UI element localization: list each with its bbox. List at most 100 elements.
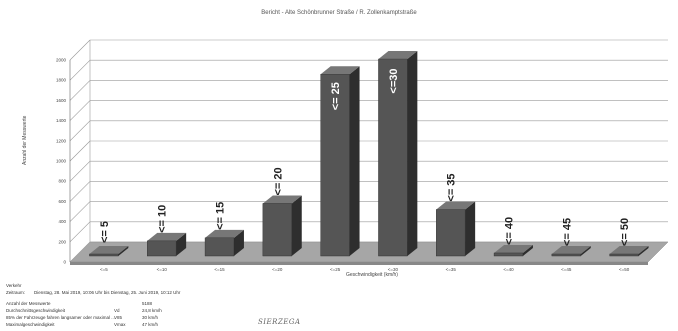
gridline-side [69, 120, 91, 142]
gridline-side [69, 201, 91, 222]
x-tick-label: <=20 [272, 267, 283, 272]
y-tick-label: 0 [63, 260, 66, 265]
y-tick-label: 1800 [56, 78, 67, 83]
x-tick-labels: <=5 <=10 <=15 <=20 <=25 <=30 <=35 <=40 <=45 <=50 [100, 267, 630, 272]
y-tick-label: 1200 [56, 138, 67, 143]
period-value: Dienstag, 28. Mai 2019, 10:06 Uhr bis Di… [34, 290, 181, 295]
x-tick-label: <=5 [100, 267, 108, 272]
info-header: Verkehr [6, 283, 22, 288]
x-tick-label: <=15 [214, 267, 225, 272]
gridline-side [69, 221, 91, 243]
bar [320, 66, 360, 257]
bar-top [609, 246, 649, 254]
bar-front [320, 73, 350, 257]
gridline-side [69, 39, 91, 61]
info-row-value: 5188 [142, 301, 153, 306]
bar-top [551, 246, 591, 254]
bar-front [262, 203, 292, 257]
bar-top [89, 246, 129, 254]
bar [89, 246, 129, 257]
bar-data-label: <= 40 [504, 217, 516, 245]
bar [609, 246, 649, 257]
bar-top [436, 201, 476, 210]
info-row-code [114, 300, 142, 307]
bar-front [89, 253, 119, 257]
y-tick-label: 1400 [56, 118, 67, 123]
x-tick-label: <=50 [619, 267, 630, 272]
bar-side [176, 232, 187, 256]
bar-side [407, 51, 418, 256]
gridline-side [69, 59, 91, 81]
bar-top [262, 195, 302, 204]
y-tick-label: 2000 [56, 58, 67, 63]
bar-side [291, 195, 302, 256]
info-row-value: 24,8 km/h [142, 308, 162, 313]
bar-data-label: <=30 [388, 69, 400, 94]
gridline-side [69, 241, 91, 263]
info-row-code: Vmax [114, 322, 126, 327]
bar [378, 51, 418, 257]
bar-side [580, 246, 591, 256]
bar-data-label: <= 25 [330, 82, 342, 110]
bar-data-label: <= 45 [561, 218, 573, 246]
bar-data-label: <= 35 [446, 173, 458, 201]
floor-edge [70, 262, 648, 265]
x-tick-label: <=25 [330, 267, 341, 272]
chart-title: Bericht - Alte Schönbrunner Straße / R. … [261, 10, 417, 16]
bar-top [494, 244, 533, 253]
bar-data-label: <= 50 [619, 218, 631, 246]
info-row-label: Durchschnittsgeschwindigkeit [6, 308, 66, 313]
bar [262, 195, 302, 257]
period-row: Zeitraum: Dienstag, 28. Mai 2019, 10:06 … [6, 289, 182, 296]
info-row-label: 85% der Fahrzeuge fahren langsamer oder … [6, 315, 116, 320]
bar-top [147, 232, 187, 241]
info-row-value: 47 km/h [142, 322, 159, 327]
bar-side [118, 246, 129, 256]
info-row-label: Maximalgeschwindigkeit [6, 322, 55, 327]
bar-side [522, 244, 533, 256]
bar [551, 246, 591, 257]
gridline-side [69, 160, 91, 182]
bar-side [465, 201, 476, 256]
bar-labels: <= 5 <= 10 <= 15 <= 20 <= 25 <=30 <= 35 <= 40 <=… [99, 69, 631, 247]
bar [436, 201, 476, 257]
gridline-side [69, 140, 91, 162]
bar-front [551, 253, 581, 257]
info-panel: Verkehr Zeitraum: Dienstag, 28. Mai 2019… [6, 282, 182, 328]
bar-side [233, 229, 244, 256]
bar [147, 232, 187, 257]
info-row-value: 30 km/h [142, 315, 159, 320]
x-tick-label: <=30 [388, 267, 399, 272]
bar [204, 229, 244, 257]
bar-side [349, 66, 360, 256]
y-tick-labels: 0 200 400 600 800 1000 1200 1400 1600 1800 2000 [56, 58, 67, 265]
x-tick-label: <=35 [446, 267, 457, 272]
info-row-code: Vd [114, 308, 120, 313]
y-tick-label: 600 [58, 199, 66, 204]
x-tick-label: <=10 [157, 267, 168, 272]
bar-data-label: <= 10 [157, 205, 169, 233]
bar-chart-svg: 0 200 400 600 800 1000 1200 1400 1600 1800 2000 <=… [56, 39, 669, 278]
y-tick-label: 800 [58, 179, 66, 184]
bars [89, 51, 649, 257]
x-tick-label: <=45 [561, 267, 572, 272]
x-axis-label: Geschwindigkeit (km/h) [346, 272, 398, 278]
info-row: 85% der Fahrzeuge fahren langsamer oder … [6, 314, 182, 321]
gridline-side [69, 80, 91, 101]
bar-top [378, 51, 418, 60]
bar-data-label: <= 5 [99, 221, 111, 243]
x-tick-label: <=40 [503, 267, 514, 272]
y-tick-label: 1600 [56, 98, 67, 103]
bar-data-label: <= 20 [272, 167, 284, 195]
bar-front [204, 237, 235, 257]
info-row-code: V85 [114, 315, 123, 320]
bar-front [436, 209, 466, 257]
info-row: Durchschnittsgeschwindigkeit Vd 24,8 km/… [6, 307, 182, 314]
bar [493, 244, 533, 257]
bar-front [493, 252, 524, 257]
y-tick-label: 200 [58, 239, 66, 244]
bar-front [147, 240, 177, 257]
bar-front [378, 58, 408, 257]
y-tick-label: 400 [58, 219, 66, 224]
